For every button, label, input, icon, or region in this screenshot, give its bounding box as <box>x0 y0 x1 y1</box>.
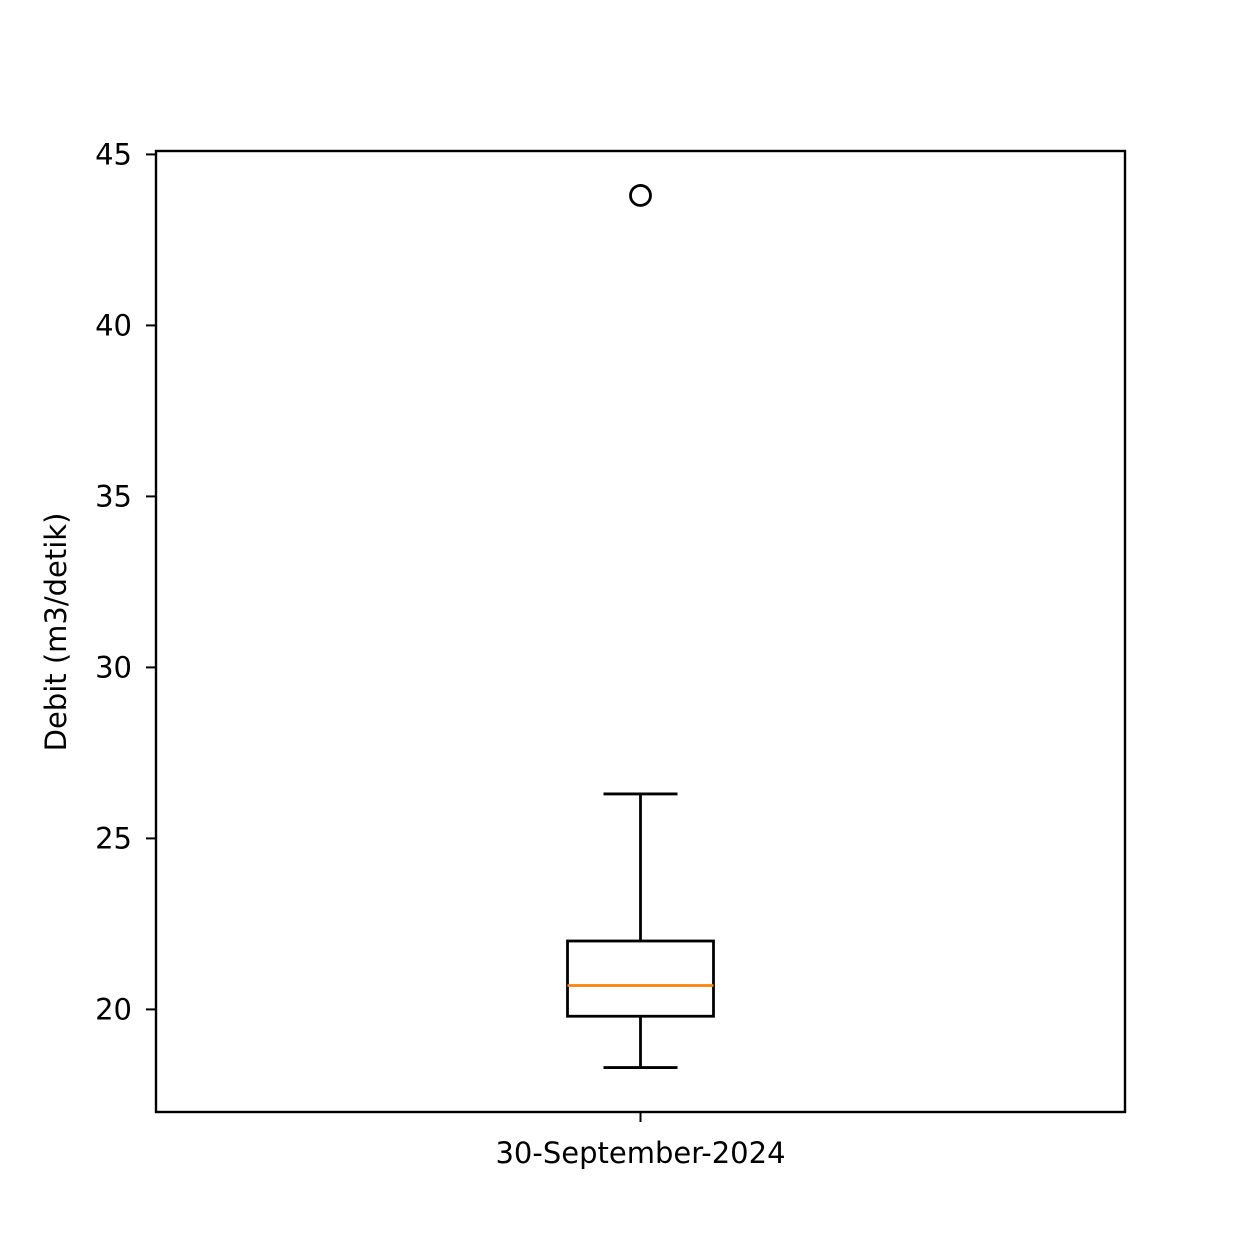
x-tick-label: 30-September-2024 <box>495 1136 785 1170</box>
y-tick-label: 30 <box>95 650 132 684</box>
y-tick-label: 45 <box>95 137 132 171</box>
plot-area <box>566 184 715 1069</box>
y-tick-label: 40 <box>95 308 132 342</box>
y-axis-label: Debit (m3/detik) <box>39 513 73 752</box>
y-tick-label: 35 <box>95 479 132 513</box>
outlier-point <box>629 184 652 207</box>
axes-frame <box>154 149 1127 1114</box>
y-tick-label: 25 <box>95 821 132 855</box>
iqr-box <box>566 939 715 1018</box>
y-tick-label: 20 <box>95 992 132 1026</box>
axes: 30-September-2024 20 25 30 35 40 45 <box>95 137 1127 1170</box>
